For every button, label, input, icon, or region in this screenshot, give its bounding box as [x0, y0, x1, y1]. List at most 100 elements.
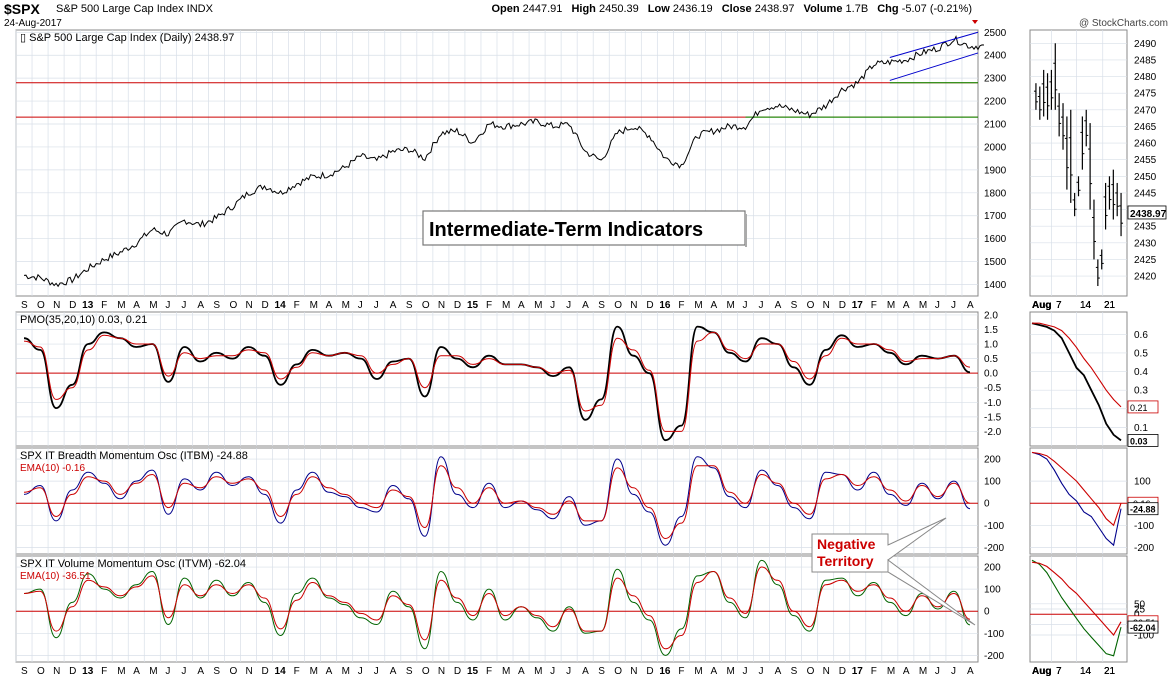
- zoom-x-tick-label: 21: [1104, 666, 1116, 677]
- y-tick-label: 0.0: [984, 369, 998, 380]
- x-tick-label: 14: [275, 666, 287, 677]
- zoom-y-tick-label: -100: [1134, 521, 1154, 532]
- x-tick-label: M: [919, 666, 927, 677]
- zoom-y-tick-label: 50: [1134, 599, 1146, 610]
- x-tick-label: 13: [82, 666, 94, 677]
- zoom-y-tick-label: 2470: [1134, 105, 1157, 116]
- x-tick-label: N: [438, 666, 445, 677]
- x-tick-label: F: [871, 300, 877, 311]
- zoom-x-tick-label: 14: [1080, 300, 1092, 311]
- zoom-y-tick-label: 2450: [1134, 172, 1157, 183]
- zoom-value-box: [1127, 502, 1159, 516]
- x-tick-label: M: [726, 666, 734, 677]
- x-tick-label: D: [646, 300, 653, 311]
- x-tick-label: J: [566, 666, 571, 677]
- x-tick-label: M: [117, 666, 125, 677]
- zoom-x-tick-label: 7: [1056, 666, 1062, 677]
- x-tick-label: O: [422, 300, 430, 311]
- annotation-text: Intermediate-Term Indicators: [429, 219, 703, 241]
- zoom-x-tick-label: 7: [1056, 300, 1062, 311]
- zoom-y-tick-label: 0.3: [1134, 386, 1148, 397]
- x-tick-label: A: [903, 666, 910, 677]
- x-tick-label: 14: [275, 300, 287, 311]
- zoom-y-tick-label: 2480: [1134, 72, 1157, 83]
- x-tick-label: S: [406, 666, 413, 677]
- zoom-value-box: [1127, 400, 1159, 414]
- zoom-x-tick-label: Aug: [1032, 300, 1051, 311]
- x-tick-label: J: [358, 300, 363, 311]
- y-tick-label: 2500: [984, 28, 1007, 39]
- x-tick-label: S: [791, 300, 798, 311]
- x-tick-label: J: [374, 666, 379, 677]
- x-tick-label: A: [518, 300, 525, 311]
- y-tick-label: 1400: [984, 280, 1007, 291]
- x-tick-label: M: [694, 300, 702, 311]
- zoom-value-box: [1127, 434, 1159, 447]
- zoom-x-tick-label: Aug: [1032, 666, 1051, 677]
- zoom-x-tick-label: Aug: [1032, 666, 1051, 677]
- zoom-x-tick-label: 7: [1056, 300, 1062, 311]
- ohlc-stats: Open 2447.91 High 2450.39 Low 2436.19 Cl…: [491, 3, 978, 15]
- zoom-x-tick-label: 14: [1080, 666, 1092, 677]
- y-tick-label: -200: [984, 543, 1004, 554]
- y-tick-label: 0.5: [984, 354, 998, 365]
- zoom-value-label: 0.21: [1130, 403, 1148, 413]
- y-tick-label: 1800: [984, 188, 1007, 199]
- x-tick-label: N: [245, 300, 252, 311]
- close-label: Close: [721, 3, 752, 15]
- x-tick-label: D: [454, 666, 461, 677]
- zoom-line-red: [1032, 322, 1122, 408]
- x-tick-label: N: [245, 666, 252, 677]
- zoom-line-red: [1031, 561, 1122, 636]
- x-tick-label: A: [390, 666, 397, 677]
- zoom-x-tick-label: 21: [1104, 300, 1116, 311]
- y-tick-label: 100: [984, 477, 1001, 488]
- x-tick-label: F: [486, 666, 492, 677]
- y-tick-label: 2400: [984, 51, 1007, 62]
- zoom-line-red: [1031, 451, 1122, 527]
- channel-lower: [889, 52, 979, 81]
- y-tick-label: -200: [984, 651, 1004, 662]
- x-tick-label: M: [149, 666, 157, 677]
- x-tick-label: F: [678, 666, 684, 677]
- x-tick-label: F: [101, 300, 107, 311]
- zoom-line-green: [1031, 559, 1122, 657]
- x-tick-label: O: [229, 666, 237, 677]
- y-tick-label: 1.0: [984, 340, 998, 351]
- zoom-x-tick-label: 14: [1080, 300, 1092, 311]
- low-label: Low: [647, 3, 670, 15]
- y-tick-label: 2100: [984, 120, 1007, 131]
- zoom-x-tick-label: 14: [1080, 666, 1092, 677]
- zoom-y-tick-label: 0.6: [1134, 330, 1148, 341]
- zoom-y-tick-label: 2420: [1134, 272, 1157, 283]
- x-tick-label: O: [229, 300, 237, 311]
- open-label: Open: [491, 3, 520, 15]
- x-tick-label: J: [550, 666, 555, 677]
- y-tick-label: 200: [984, 563, 1001, 574]
- chg-value: -5.07 (-0.21%): [901, 3, 972, 15]
- indicator-title: PMO(35,20,10) 0.03, 0.21: [20, 314, 147, 326]
- x-tick-label: N: [630, 300, 637, 311]
- x-tick-label: J: [165, 666, 170, 677]
- x-tick-label: N: [823, 666, 830, 677]
- x-tick-label: M: [534, 300, 542, 311]
- x-tick-label: F: [294, 666, 300, 677]
- zoom-y-tick-label: 25: [1134, 605, 1146, 616]
- zoom-x-tick-label: 14: [1080, 300, 1092, 311]
- zoom-y-tick-label: 2465: [1134, 122, 1157, 133]
- negative-callout-top: [811, 517, 947, 573]
- x-tick-label: M: [694, 666, 702, 677]
- x-tick-label: M: [310, 666, 318, 677]
- y-tick-label: 2000: [984, 142, 1007, 153]
- indicator-line-signal: [23, 331, 971, 432]
- x-tick-label: A: [326, 666, 333, 677]
- x-tick-label: J: [743, 666, 748, 677]
- zoom-x-tick-label: 21: [1104, 300, 1116, 311]
- y-tick-label: -1.5: [984, 412, 1002, 423]
- watermark: @ StockCharts.com: [1078, 18, 1168, 29]
- x-tick-label: A: [326, 300, 333, 311]
- x-tick-label: J: [181, 300, 186, 311]
- indicator-line-ema-10-: [23, 465, 971, 540]
- indicator-line-ema-10-: [23, 566, 971, 650]
